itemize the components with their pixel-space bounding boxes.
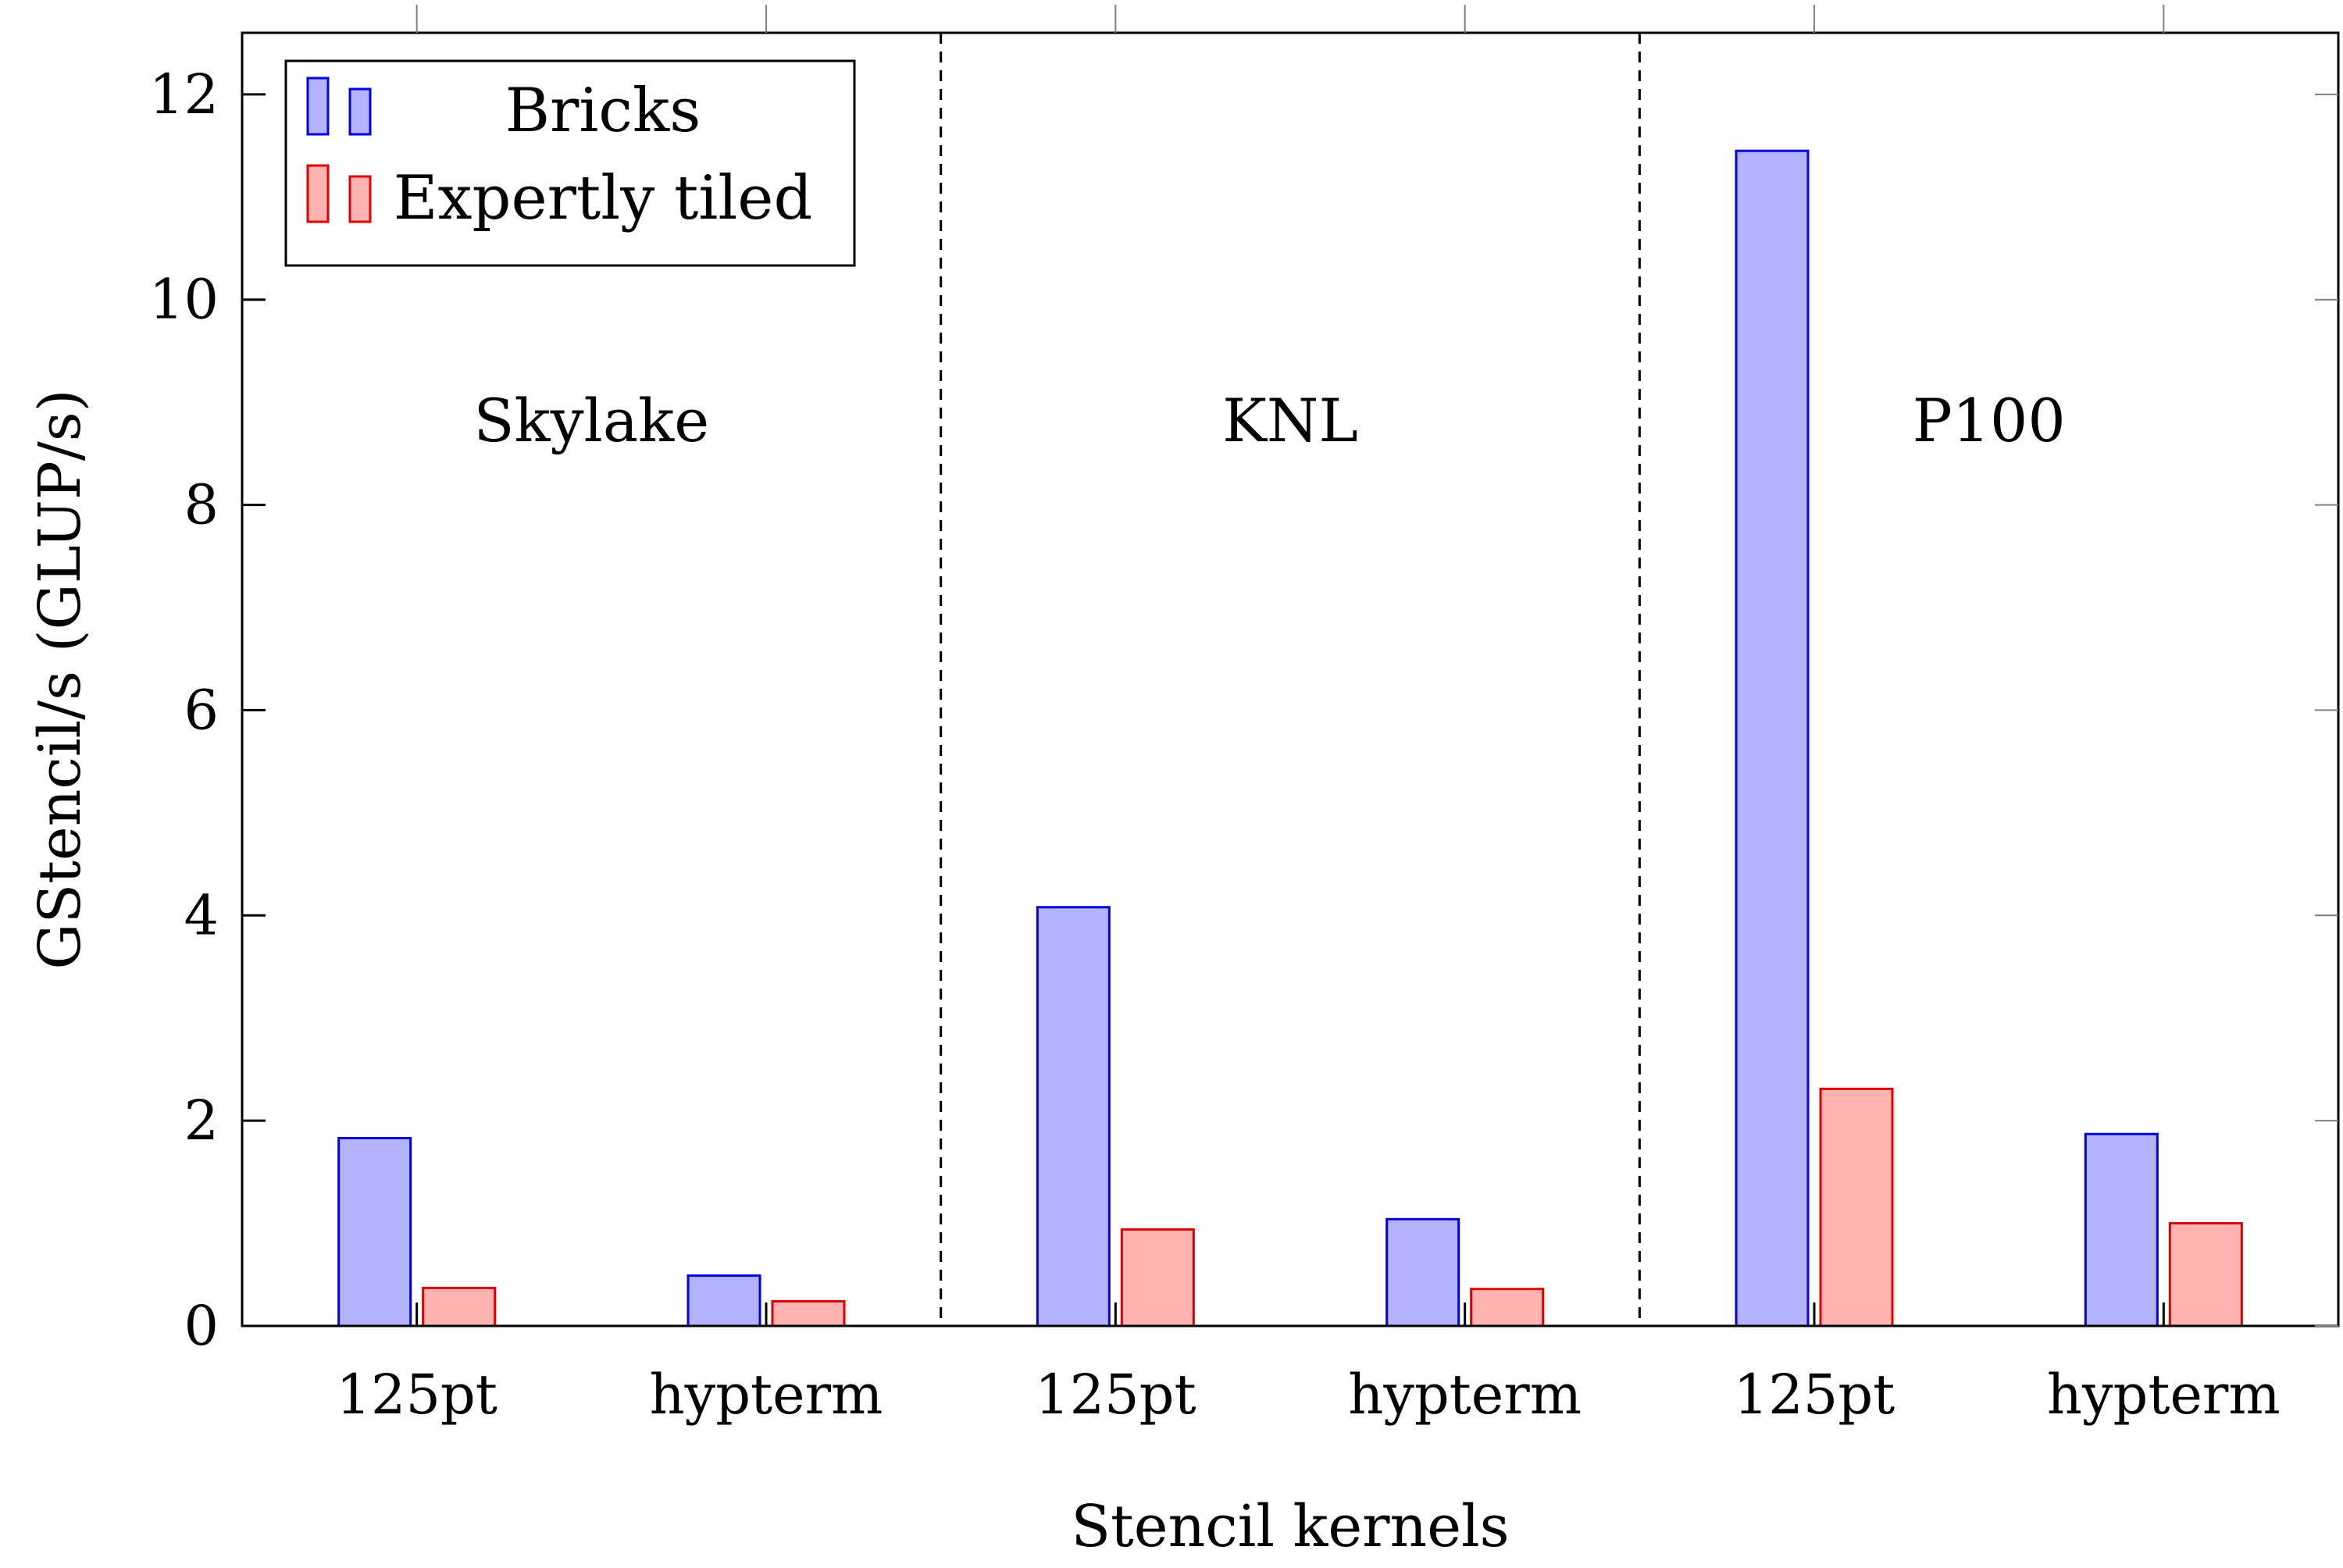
group-label-0: Skylake <box>473 386 709 455</box>
bar-bricks-4 <box>1735 149 1810 1327</box>
bar-bricks-5 <box>2084 1132 2159 1327</box>
y-tick-label-2: 2 <box>184 1089 219 1153</box>
group-label-2: P100 <box>1913 386 2066 455</box>
bar-expertly-tiled-1 <box>771 1299 846 1327</box>
axis-ticks <box>242 5 2338 1327</box>
plot-frame <box>241 31 2340 1327</box>
y-axis-label: GStencil/s (GLUP/s) <box>27 389 94 969</box>
bar-expertly-tiled-0 <box>422 1286 497 1327</box>
group-label-1: KNL <box>1222 386 1358 455</box>
bar-expertly-tiled-4 <box>1819 1087 1894 1327</box>
legend: Bricks Expertly tiled <box>284 59 856 267</box>
group-separators <box>940 33 1641 1326</box>
y-tick-labels: 0 2 4 6 8 10 12 <box>149 62 219 1358</box>
bar-expertly-tiled-5 <box>2168 1222 2243 1327</box>
bar-expertly-tiled-3 <box>1470 1288 1545 1327</box>
y-tick-label-0: 0 <box>184 1294 219 1358</box>
legend-swatch-expertly-tiled-2 <box>348 175 372 223</box>
group-labels: Skylake KNL P100 <box>473 386 2065 455</box>
y-tick-label-6: 6 <box>184 678 219 742</box>
x-tick-label-0: 125pt <box>336 1363 497 1427</box>
x-tick-label-3: hypterm <box>1348 1363 1582 1427</box>
x-axis-label: Stencil kernels <box>1071 1493 1509 1560</box>
legend-box <box>284 59 856 267</box>
legend-swatch-bricks-1 <box>306 77 330 136</box>
x-tick-label-5: hypterm <box>2047 1363 2281 1427</box>
y-tick-label-10: 10 <box>149 268 219 332</box>
x-tick-labels: 125pt hypterm 125pt hypterm 125pt hypterm <box>336 1363 2280 1427</box>
bar-bricks-1 <box>686 1274 761 1327</box>
x-tick-label-4: 125pt <box>1734 1363 1895 1427</box>
legend-swatch-expertly-tiled-1 <box>306 164 330 223</box>
legend-label-expertly-tiled: Expertly tiled <box>394 163 813 233</box>
legend-label-bricks: Bricks <box>505 76 701 146</box>
y-tick-label-4: 4 <box>184 883 219 947</box>
x-tick-label-1: hypterm <box>650 1363 883 1427</box>
bar-expertly-tiled-2 <box>1120 1228 1195 1327</box>
x-tick-label-2: 125pt <box>1035 1363 1196 1427</box>
bar-bricks-3 <box>1385 1217 1460 1327</box>
legend-swatch-bricks-2 <box>348 87 372 136</box>
y-tick-label-8: 8 <box>184 473 219 537</box>
y-tick-label-12: 12 <box>149 62 219 127</box>
bar-bricks-2 <box>1036 906 1111 1327</box>
bars-layer <box>337 149 2243 1327</box>
bar-bricks-0 <box>337 1136 412 1327</box>
